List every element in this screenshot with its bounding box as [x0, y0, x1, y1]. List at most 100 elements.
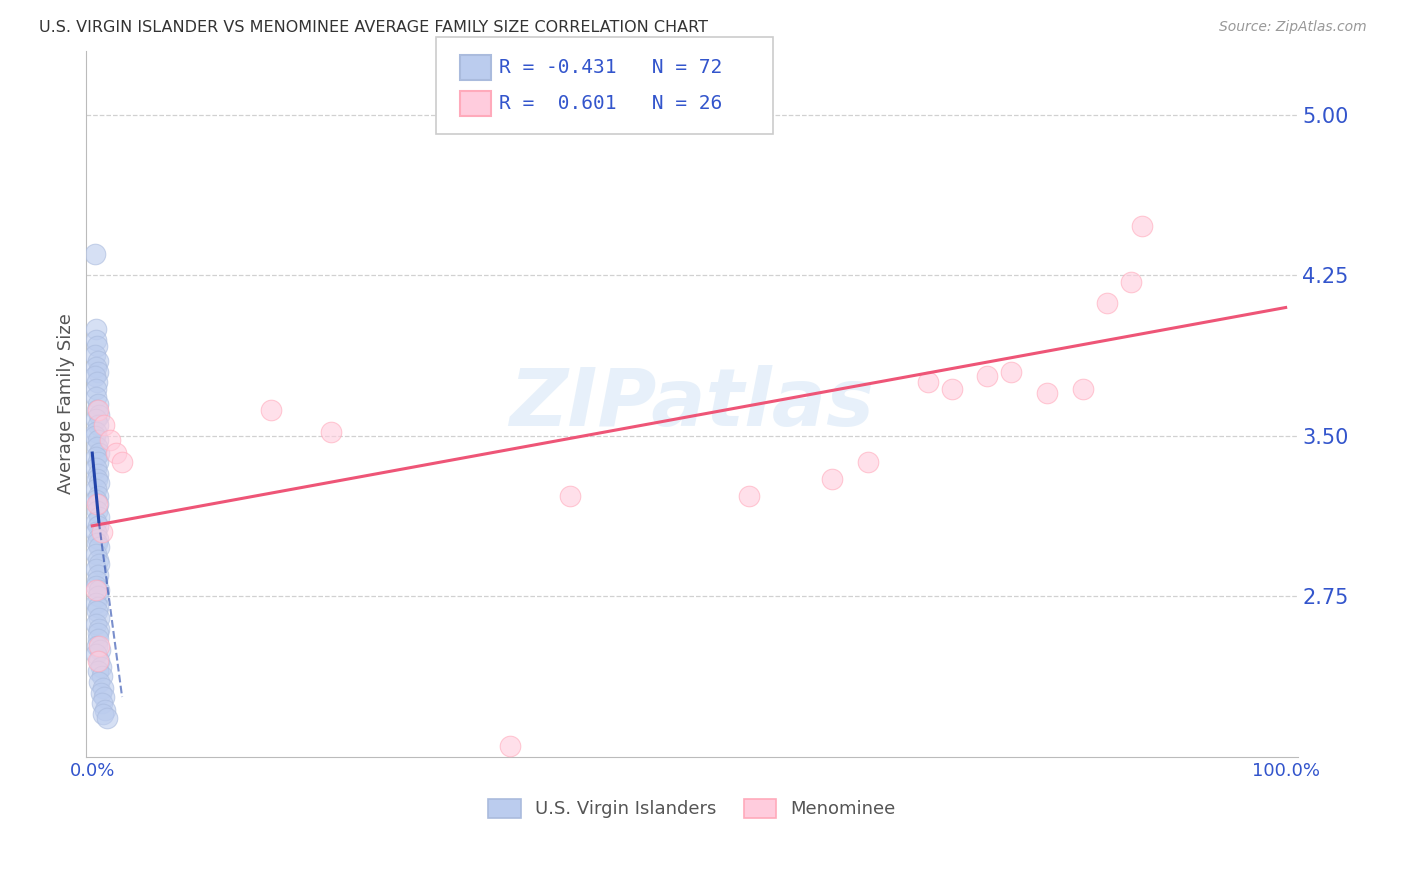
Point — [87, 497, 110, 511]
Point — [86, 604, 108, 618]
Point — [87, 654, 110, 668]
Point — [558, 489, 581, 503]
Text: R =  0.601   N = 26: R = 0.601 N = 26 — [499, 94, 723, 113]
Point — [89, 643, 111, 657]
Point — [87, 622, 110, 636]
Point — [976, 369, 998, 384]
Text: ZIPatlas: ZIPatlas — [509, 365, 875, 442]
Point — [86, 553, 108, 567]
Point — [1000, 365, 1022, 379]
Point — [90, 660, 112, 674]
Point — [87, 397, 110, 411]
Y-axis label: Average Family Size: Average Family Size — [58, 313, 75, 494]
Point — [86, 440, 108, 454]
Point — [1119, 275, 1142, 289]
Point — [89, 446, 111, 460]
Point — [84, 561, 107, 575]
Point — [1071, 382, 1094, 396]
Point — [83, 247, 105, 261]
Point — [86, 354, 108, 368]
Point — [84, 322, 107, 336]
Point — [83, 369, 105, 384]
Point — [86, 590, 108, 604]
Point — [87, 365, 110, 379]
Point — [87, 632, 110, 647]
Point — [87, 408, 110, 422]
Point — [86, 579, 108, 593]
Point — [93, 418, 115, 433]
Point — [87, 433, 110, 447]
Point — [84, 596, 107, 610]
Point — [87, 510, 110, 524]
Point — [86, 497, 108, 511]
Point — [93, 690, 115, 704]
Point — [87, 403, 110, 417]
Point — [821, 472, 844, 486]
Point — [87, 600, 110, 615]
Point — [1132, 219, 1154, 234]
Point — [87, 582, 110, 597]
Point — [87, 467, 110, 482]
Point — [86, 483, 108, 497]
Point — [89, 611, 111, 625]
Point — [89, 639, 111, 653]
Point — [86, 574, 108, 589]
Point — [856, 454, 879, 468]
Point — [1036, 386, 1059, 401]
Point — [91, 707, 114, 722]
Point — [90, 525, 112, 540]
Point — [941, 382, 963, 396]
Point — [86, 450, 108, 465]
Point — [1095, 296, 1118, 310]
Point — [87, 665, 110, 679]
Point — [86, 639, 108, 653]
Point — [90, 668, 112, 682]
Text: U.S. VIRGIN ISLANDER VS MENOMINEE AVERAGE FAMILY SIZE CORRELATION CHART: U.S. VIRGIN ISLANDER VS MENOMINEE AVERAG… — [39, 20, 709, 35]
Point — [96, 711, 118, 725]
Point — [87, 475, 110, 490]
Point — [86, 418, 108, 433]
Point — [86, 472, 108, 486]
Point — [86, 403, 108, 417]
Point — [87, 568, 110, 582]
Point — [84, 429, 107, 443]
Point — [89, 675, 111, 690]
Point — [86, 339, 108, 353]
Point — [86, 489, 108, 503]
Point — [91, 681, 114, 696]
Point — [86, 536, 108, 550]
Point — [319, 425, 342, 439]
Point — [89, 540, 111, 554]
Point — [84, 348, 107, 362]
Point — [86, 647, 108, 661]
Point — [86, 515, 108, 529]
Point — [499, 739, 522, 754]
Point — [737, 489, 759, 503]
Point — [84, 391, 107, 405]
Point — [87, 532, 110, 546]
Point — [90, 697, 112, 711]
Point — [84, 360, 107, 375]
Point — [111, 454, 134, 468]
Point — [86, 454, 108, 468]
Point — [87, 558, 110, 572]
Point — [90, 686, 112, 700]
Point — [86, 425, 108, 439]
Point — [86, 518, 108, 533]
Point — [917, 376, 939, 390]
Text: R = -0.431   N = 72: R = -0.431 N = 72 — [499, 58, 723, 78]
Point — [84, 493, 107, 508]
Point — [260, 403, 283, 417]
Point — [86, 547, 108, 561]
Point — [86, 504, 108, 518]
Point — [86, 382, 108, 396]
Point — [86, 625, 108, 640]
Point — [94, 703, 117, 717]
Point — [84, 525, 107, 540]
Point — [98, 433, 121, 447]
Point — [86, 617, 108, 632]
Point — [105, 446, 128, 460]
Point — [86, 376, 108, 390]
Legend: U.S. Virgin Islanders, Menominee: U.S. Virgin Islanders, Menominee — [481, 792, 903, 826]
Text: Source: ZipAtlas.com: Source: ZipAtlas.com — [1219, 20, 1367, 34]
